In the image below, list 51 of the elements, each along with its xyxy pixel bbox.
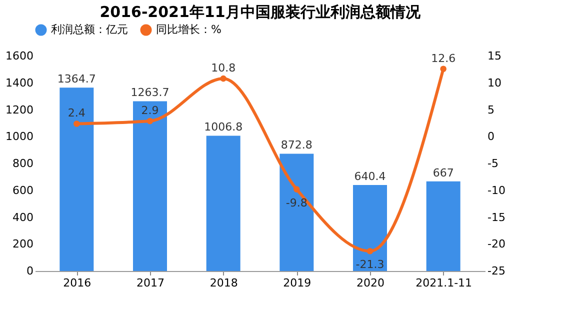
- y-tick-label: 800: [12, 157, 34, 170]
- y2-tick-label: -15: [488, 210, 506, 224]
- y2-tick-label: 15: [488, 50, 502, 62]
- y2-tick-label: -10: [488, 184, 506, 197]
- point: [220, 75, 226, 82]
- y-tick-label: 200: [12, 238, 34, 251]
- y-tick-label: 1200: [6, 103, 34, 116]
- data-label: 10.8: [211, 62, 236, 75]
- y2-tick-label: -5: [488, 157, 498, 170]
- data-label: 1364.7: [57, 72, 96, 86]
- x-tick-label: 2017: [136, 276, 164, 290]
- x-tick-label: 2018: [210, 276, 238, 290]
- y2-tick-label: -25: [488, 264, 506, 278]
- y-tick-label: 600: [12, 184, 34, 197]
- bar: [353, 184, 387, 271]
- point: [146, 118, 154, 124]
- legend-label: 利润总额：亿元: [51, 23, 128, 36]
- chart-title: 2016-2021年11月中国服装行业利润总额情况: [100, 3, 422, 21]
- bar: [426, 181, 460, 271]
- bar: [133, 101, 167, 271]
- data-label: 667: [432, 166, 454, 180]
- data-label: 872.8: [280, 138, 312, 152]
- y-tick-label: 1000: [6, 130, 34, 144]
- data-label: 1006.8: [204, 120, 243, 134]
- legend-label: 同比增长：%: [156, 23, 222, 36]
- data-label: 640.4: [354, 170, 386, 183]
- bar: [60, 88, 94, 271]
- data-label: 1263.7: [130, 86, 170, 100]
- y-tick-label: 1400: [6, 76, 34, 90]
- y2-tick-label: 10: [488, 76, 502, 90]
- data-label: 2.9: [141, 104, 159, 118]
- bar: [280, 154, 314, 271]
- x-tick-label: 2019: [283, 276, 312, 290]
- point: [366, 248, 374, 254]
- x-tick-label: 2020: [356, 276, 384, 290]
- y-tick-label: 1600: [6, 50, 34, 62]
- data-label: -21.3: [356, 258, 384, 272]
- y-tick-label: 0: [26, 264, 34, 278]
- point: [74, 120, 80, 127]
- x-tick-label: 2016: [63, 276, 92, 290]
- y-tick-label: 400: [12, 210, 34, 224]
- point: [294, 186, 300, 192]
- point: [440, 66, 446, 72]
- x-tick-label: 2021.1-11: [416, 276, 472, 290]
- data-label: 12.6: [431, 52, 456, 65]
- y2-tick-label: 0: [488, 130, 494, 144]
- y2-tick-label: -20: [488, 238, 506, 251]
- bar: [206, 136, 240, 271]
- data-label: 2.4: [68, 106, 86, 120]
- data-label: -9.8: [286, 196, 308, 210]
- y2-tick-label: 5: [488, 103, 494, 116]
